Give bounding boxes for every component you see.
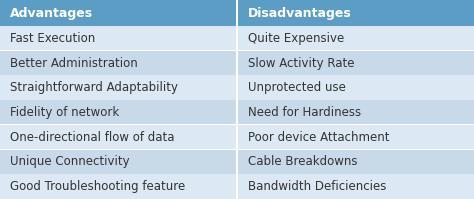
Bar: [238, 75, 474, 100]
Bar: [0, 75, 236, 100]
Bar: [238, 150, 474, 174]
Bar: [238, 125, 474, 150]
Text: Bandwidth Deficiencies: Bandwidth Deficiencies: [248, 180, 386, 193]
Bar: [0, 174, 474, 175]
Bar: [236, 0, 238, 199]
Bar: [238, 0, 474, 26]
Bar: [0, 0, 236, 26]
Bar: [0, 125, 236, 150]
Bar: [0, 174, 236, 199]
Bar: [0, 51, 236, 75]
Bar: [0, 50, 474, 52]
Text: Fast Execution: Fast Execution: [10, 32, 95, 45]
Bar: [0, 124, 474, 126]
Text: Unprotected use: Unprotected use: [248, 81, 346, 94]
Text: Need for Hardiness: Need for Hardiness: [248, 106, 361, 119]
Bar: [0, 26, 236, 51]
Text: Poor device Attachment: Poor device Attachment: [248, 131, 390, 144]
Text: Quite Expensive: Quite Expensive: [248, 32, 344, 45]
Text: One-directional flow of data: One-directional flow of data: [10, 131, 174, 144]
Bar: [238, 26, 474, 51]
Text: Slow Activity Rate: Slow Activity Rate: [248, 57, 355, 70]
Text: Unique Connectivity: Unique Connectivity: [10, 155, 129, 168]
Text: Advantages: Advantages: [10, 7, 93, 20]
Bar: [0, 100, 474, 101]
Bar: [238, 51, 474, 75]
Bar: [0, 100, 236, 125]
Text: Straightforward Adaptability: Straightforward Adaptability: [10, 81, 178, 94]
Bar: [0, 149, 474, 151]
Text: Fidelity of network: Fidelity of network: [10, 106, 119, 119]
Text: Disadvantages: Disadvantages: [248, 7, 352, 20]
Bar: [238, 174, 474, 199]
Bar: [0, 75, 474, 76]
Text: Cable Breakdowns: Cable Breakdowns: [248, 155, 357, 168]
Bar: [238, 100, 474, 125]
Bar: [0, 150, 236, 174]
Text: Good Troubleshooting feature: Good Troubleshooting feature: [10, 180, 185, 193]
Text: Better Administration: Better Administration: [10, 57, 138, 70]
